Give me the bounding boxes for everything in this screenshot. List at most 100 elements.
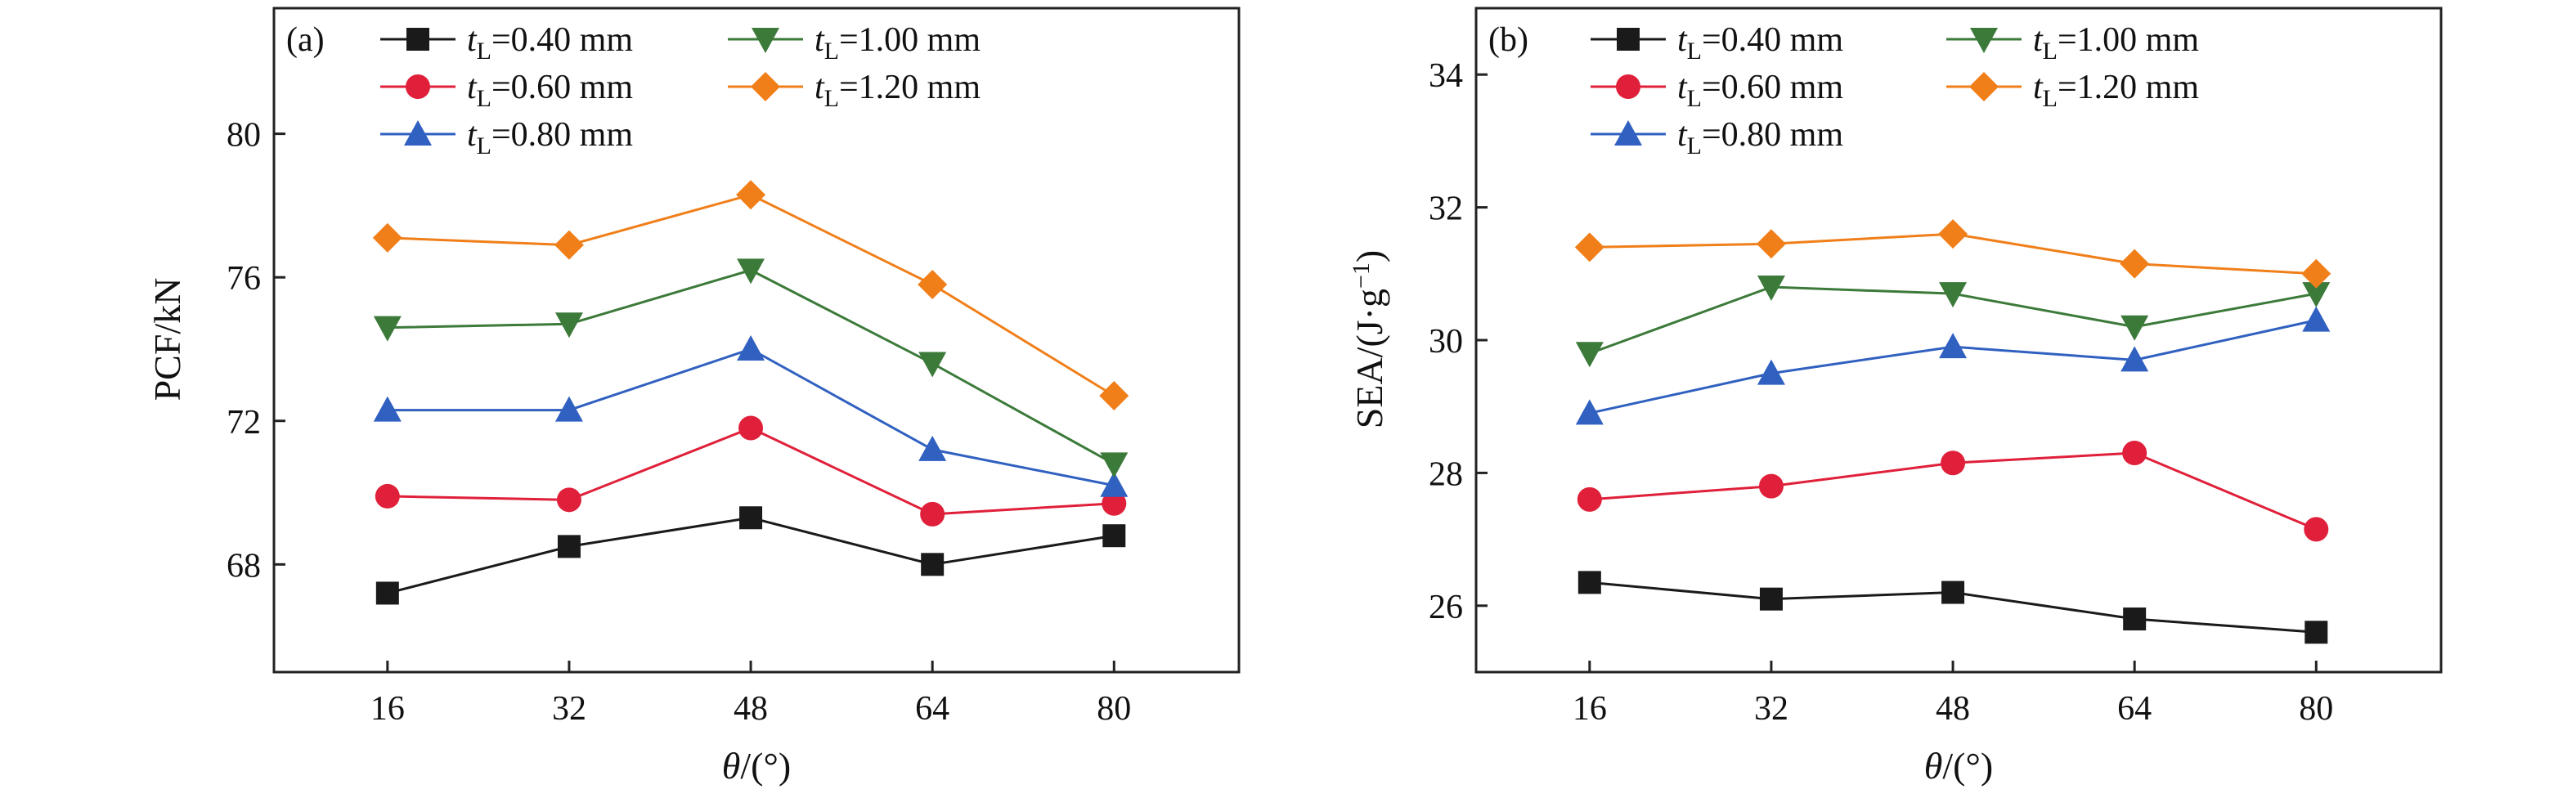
data-point [375,581,399,605]
legend-var: t [1677,116,1688,154]
data-point [918,269,948,299]
data-point [921,553,945,576]
data-point [554,396,583,422]
data-point [2120,315,2149,341]
legend-value: =1.00 mm [839,21,981,59]
legend-label: tL=0.60 mm [1677,69,1843,112]
y-tick-label: 32 [1429,191,1463,228]
data-point [1941,451,1966,476]
legend-label: tL=1.20 mm [2033,69,2199,112]
legend-sub: L [1687,132,1702,159]
legend-label: tL=0.40 mm [1677,21,1843,65]
legend-var: t [2033,21,2044,59]
legend-var: t [1677,69,1688,106]
legend-swatch-marker [752,28,779,53]
legend-swatch-marker [1970,28,1998,53]
data-point [737,334,765,361]
x-tick-label: 16 [370,690,405,728]
legend-sub: L [1687,85,1702,112]
y-tick-label: 76 [227,260,261,298]
legend-var: t [2033,69,2044,106]
data-point [1102,524,1126,548]
x-tick-label: 80 [1097,690,1131,728]
data-point [1577,571,1601,594]
data-point [920,501,945,527]
legend-label: tL=1.00 mm [2033,21,2199,65]
axis-ticks: 16 32 48 64 80 26 28 30 32 34 [1429,57,2333,728]
legend-value: =1.00 mm [2058,21,2199,59]
x-tick-label: 32 [552,690,586,728]
series-line [387,193,1115,397]
data-point [2120,249,2150,279]
y-tick-label: 80 [227,117,261,155]
x-tick-label: 48 [734,690,768,728]
data-point [2301,258,2331,289]
legend-swatch-marker [1616,74,1640,99]
data-point [1941,581,1965,604]
data-point [554,312,583,338]
axis-ticks: 16 32 48 64 80 68 72 76 80 [227,117,1131,728]
legend-sub: L [824,85,839,112]
y-axis-title-main: SEA/(J·g [1349,289,1390,428]
data-point [1939,333,1968,359]
data-point [1757,276,1785,302]
data-point [1759,587,1783,611]
data-point [1575,342,1604,368]
data-point [375,483,400,509]
plot-frame [1474,7,2443,674]
legend-var: t [467,69,478,106]
data-point [918,352,947,378]
data-point [1756,229,1786,259]
data-point [554,230,584,260]
legend-swatch-marker [406,28,429,51]
data-point [1939,282,1968,308]
y-tick-label: 72 [227,404,261,442]
x-axis-title: θ/(°) [1924,745,1993,787]
y-tick-label: 30 [1429,323,1463,361]
legend-sub: L [477,132,491,159]
legend-value: =0.80 mm [491,116,633,154]
data-point [373,316,402,342]
legend-sub: L [2043,85,2058,112]
x-tick-label: 64 [915,690,949,728]
data-point [1757,359,1785,385]
data-point [556,487,581,513]
x-tick-label: 48 [1936,690,1970,728]
legend-value: =1.20 mm [2058,69,2199,106]
y-axis-title-end: ) [1349,250,1390,262]
legend-value: =0.80 mm [1702,116,1843,154]
y-tick-label: 68 [227,547,261,585]
y-tick-label: 34 [1429,57,1463,95]
y-tick-label: 26 [1429,589,1463,626]
data-point [1758,473,1784,499]
x-axis-variable: θ [722,745,741,787]
x-tick-label: 80 [2299,690,2333,728]
x-axis-unit: /(°) [1942,745,1993,787]
data-point [1574,232,1604,262]
data-point [1938,219,1968,249]
chart-panel-b: (b) SEA/(J·g−1) θ/(°) 16 32 48 64 80 26 28 30 32… [1348,7,2443,787]
series-line [387,426,1115,516]
legend-swatch-marker [751,72,780,101]
legend-var: t [467,116,478,154]
series-group [372,180,1129,605]
data-point [1577,486,1602,512]
legend-value: =0.40 mm [1702,21,1843,59]
x-axis-variable: θ [1924,745,1943,787]
data-point [738,415,764,441]
data-point [1100,452,1129,478]
legend-value: =0.60 mm [491,69,633,106]
data-point [1099,381,1129,411]
data-point [372,222,402,253]
x-tick-label: 32 [1754,690,1788,728]
data-point [736,180,766,210]
legend-sub: L [477,85,491,112]
data-point [2304,517,2329,542]
data-point [737,258,765,285]
legend-value: =0.60 mm [1702,69,1843,106]
legend-swatch-marker [404,120,432,146]
y-axis-title: PCF/kN [146,278,188,401]
